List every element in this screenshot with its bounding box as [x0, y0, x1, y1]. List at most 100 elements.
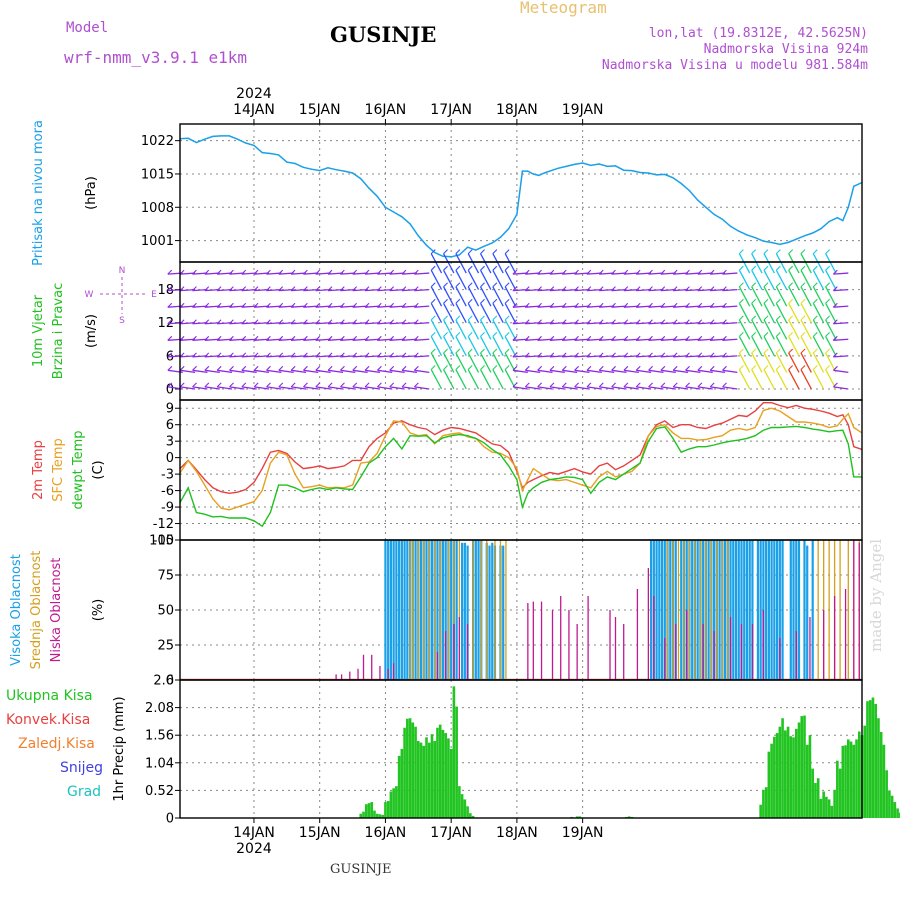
wind-barb-flag	[561, 352, 567, 358]
wind-barb	[303, 386, 319, 390]
wind-barb	[328, 369, 344, 374]
pressure-point-20	[343, 170, 346, 172]
wind-barb	[812, 269, 825, 290]
wind-barb	[504, 336, 517, 357]
pressure-point-15	[302, 166, 304, 169]
high-cloud-bar	[696, 540, 699, 680]
wind-barb	[414, 272, 430, 275]
wind-barb-flag	[179, 365, 185, 371]
wind-barb-flag	[290, 302, 296, 308]
wind-barb	[467, 253, 480, 274]
wind-barb-flag	[303, 365, 308, 371]
wind-barb-flag	[376, 269, 382, 275]
precip-bar	[764, 787, 768, 818]
wind-barb-flag	[504, 265, 510, 271]
high-cloud-bar	[674, 540, 677, 680]
wind-barb	[812, 336, 825, 357]
wind-barb	[525, 369, 541, 374]
wind-barb-flag	[504, 282, 510, 288]
wind-barb-flag	[216, 382, 222, 388]
precip-ylabel: 1hr Precip (mm)	[112, 696, 127, 801]
wind-barb	[574, 369, 590, 374]
wind-barb-flag	[788, 265, 794, 271]
high-cloud-bar	[669, 540, 672, 680]
wind-barb-flag	[800, 332, 806, 337]
wind-barb-flag	[586, 365, 592, 371]
pressure-point-50	[573, 163, 576, 166]
wind-barb-flag	[685, 335, 690, 341]
wind-barb-flag	[376, 319, 382, 325]
ytick-label-precipitation-4: 2.08	[145, 701, 174, 716]
pressure-point-14	[294, 162, 296, 165]
wind-barb	[833, 322, 849, 325]
pressure-point-74	[770, 241, 773, 244]
wind-barb-flag	[401, 352, 407, 358]
wind-barb-flag	[192, 352, 197, 358]
wind-barb	[599, 369, 615, 374]
wind-barb-flag	[648, 269, 653, 275]
wind-barb-flag	[430, 249, 436, 255]
wind-barb-flag	[709, 382, 715, 388]
wind-barb-flag	[339, 319, 345, 325]
high-cloud-bar	[660, 540, 664, 680]
wind-barb	[549, 369, 565, 374]
wind-barb-flag	[812, 265, 818, 271]
wind-barb-flag	[812, 348, 818, 354]
pressure-point-28	[409, 223, 411, 225]
high-cloud-bar	[450, 540, 453, 680]
wind-barb	[315, 369, 331, 374]
wind-barb-flag	[660, 335, 666, 341]
precip-bar	[814, 782, 817, 818]
high-cloud-bar	[491, 542, 494, 680]
wind-barb	[825, 302, 837, 324]
high-cloud-bar	[748, 540, 751, 680]
precip-bar	[767, 751, 771, 818]
wind-barb	[738, 269, 751, 290]
wind-barb-flag	[327, 335, 333, 341]
wind-barb-flag	[672, 319, 678, 325]
wind-barb-flag	[751, 282, 757, 288]
wind-barb	[722, 355, 738, 358]
pressure-point-52	[590, 164, 592, 167]
wind-ylabel-2: Brzina i Pravac	[51, 283, 66, 380]
high-cloud-bar	[384, 540, 387, 680]
wind-barb-flag	[697, 302, 703, 308]
wind-barb-flag	[788, 282, 794, 288]
wind-barb-flag	[315, 286, 321, 292]
wind-barb-flag	[537, 382, 543, 388]
wind-barb	[833, 272, 849, 275]
pressure-point-56	[623, 169, 625, 171]
precip-bar	[403, 727, 406, 818]
wind-barb-flag	[504, 365, 510, 370]
wind-barb	[775, 269, 788, 290]
pressure-point-60	[655, 174, 658, 176]
pressure-point-64	[688, 189, 691, 192]
precip-bar	[392, 788, 395, 818]
wind-barb	[697, 369, 713, 374]
precip-bar	[784, 730, 787, 818]
precip-bar	[430, 734, 434, 818]
wind-barb	[504, 253, 517, 274]
wind-barb-flag	[480, 249, 485, 255]
ytick-label-temperature-0: -15	[153, 534, 174, 549]
wind-barb-flag	[611, 352, 616, 358]
wind-barb	[685, 386, 701, 390]
wind-barb	[812, 352, 825, 373]
high-cloud-bar	[803, 540, 806, 680]
wind-barb	[825, 319, 837, 340]
wind-barb-flag	[751, 298, 757, 304]
pressure-point-79	[811, 232, 814, 234]
precip-bar	[797, 722, 801, 818]
precip-bar	[422, 745, 426, 818]
xtick-label-bottom-1: 15JAN	[299, 825, 341, 841]
pressure-point-8	[245, 142, 247, 144]
wind-barb	[340, 369, 356, 374]
wind-barb-flag	[672, 365, 678, 371]
wind-barb	[352, 386, 368, 390]
wind-barb-flag	[549, 286, 555, 292]
ytick-label-precipitation-3: 1.56	[145, 729, 174, 744]
wind-barb-flag	[443, 249, 448, 255]
wind-barb-flag	[389, 319, 395, 325]
temp2m-ylabel: 2m Temp	[31, 440, 46, 500]
wind-barb-flag	[401, 302, 407, 308]
